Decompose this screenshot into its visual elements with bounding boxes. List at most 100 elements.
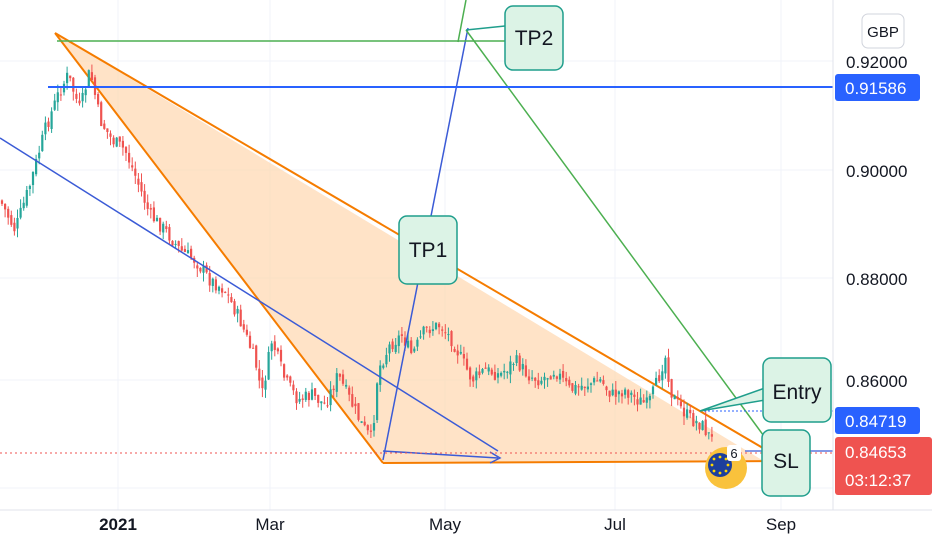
candle-body: [146, 202, 149, 209]
tp1-callout[interactable]: TP1: [398, 215, 458, 285]
x-tick-may: May: [429, 515, 462, 534]
candle-body: [47, 121, 50, 127]
candle-body: [351, 394, 354, 407]
candle-body: [686, 409, 689, 418]
candle-body: [506, 371, 509, 373]
candle-body: [341, 374, 345, 384]
candle-body: [304, 391, 307, 400]
candle-body: [369, 430, 372, 432]
candle-body: [608, 390, 611, 397]
candle-body: [394, 344, 397, 353]
candle-body: [106, 128, 109, 133]
candle-body: [22, 202, 25, 209]
candle-body: [53, 100, 56, 110]
candle-body: [100, 102, 103, 127]
candle-body: [500, 372, 503, 376]
candle-body: [407, 340, 410, 348]
candle-body: [174, 243, 177, 245]
price-axis[interactable]: GBP 0.92000 0.90000 0.88000 0.86000 0.91…: [832, 0, 932, 510]
y-tick-3: 0.86000: [846, 372, 907, 391]
candle-body: [707, 432, 710, 434]
green-upper-line: [457, 0, 467, 43]
tp1-label: TP1: [409, 239, 448, 262]
candle-body: [276, 348, 279, 352]
candle-body: [552, 374, 555, 377]
resistance-price-tag: [835, 74, 920, 101]
candle-body: [531, 377, 534, 379]
candle-body: [580, 385, 583, 390]
x-tick-jul: Jul: [604, 515, 626, 534]
candle-body: [298, 398, 301, 402]
candle-body: [679, 401, 682, 407]
candle-body: [236, 308, 239, 314]
candle-body: [481, 369, 484, 373]
candle-body: [242, 324, 245, 330]
candle-body: [41, 134, 44, 152]
candle-body: [72, 77, 75, 92]
candle-body: [165, 226, 168, 230]
candle-body: [701, 421, 704, 431]
candle-body: [453, 348, 456, 352]
candle-body: [496, 373, 500, 378]
time-axis[interactable]: 2021 Mar May Jul Sep: [0, 509, 932, 534]
candle-body: [233, 301, 236, 315]
candle-body: [128, 152, 131, 163]
candle-body: [162, 223, 165, 233]
candle-body: [326, 405, 329, 407]
candle-body: [689, 409, 692, 414]
candle-body: [565, 377, 568, 382]
candle-body: [149, 208, 152, 210]
x-tick-2021: 2021: [99, 515, 137, 534]
candle-body: [574, 384, 577, 394]
currency-button[interactable]: [861, 13, 905, 49]
candle-body: [372, 422, 376, 431]
entry-callout[interactable]: Entry: [699, 357, 832, 423]
currency-label: GBP: [867, 24, 899, 41]
candle-body: [614, 389, 617, 397]
candlesticks: [0, 64, 713, 442]
candle-body: [410, 340, 413, 353]
candle-body: [214, 279, 217, 291]
candle-body: [571, 383, 574, 391]
candle-body: [317, 394, 320, 403]
candle-body: [400, 334, 403, 336]
candle-body: [283, 364, 286, 378]
candle-body: [248, 335, 252, 348]
candle-body: [558, 373, 562, 380]
sl-callout[interactable]: SL: [761, 429, 811, 497]
candle-body: [469, 367, 472, 380]
candle-body: [543, 376, 546, 381]
candle-body: [279, 349, 283, 362]
candle-body: [25, 189, 28, 206]
candle-body: [7, 208, 10, 218]
candle-body: [267, 351, 270, 380]
candle-body: [137, 178, 140, 185]
candle-body: [438, 323, 441, 328]
triangle-lower-edge: [54, 32, 384, 464]
candle-body: [199, 267, 202, 272]
candle-body: [376, 383, 379, 421]
candle-body: [69, 75, 72, 79]
candle-body: [0, 200, 4, 204]
candle-body: [366, 425, 369, 431]
candle-body: [620, 393, 624, 397]
candle-body: [379, 365, 382, 385]
candle-body: [168, 227, 171, 241]
candle-body: [190, 248, 193, 258]
countdown-text: 03:12:37: [845, 471, 911, 490]
candle-body: [676, 397, 679, 400]
candle-body: [230, 297, 233, 303]
candle-body: [655, 377, 658, 386]
candle-body: [645, 397, 648, 403]
candle-body: [121, 140, 124, 148]
candle-body: [295, 391, 298, 404]
events-badge[interactable]: 6: [705, 445, 747, 489]
tp2-callout[interactable]: TP2: [465, 5, 564, 71]
candle-body: [81, 92, 84, 102]
candle-body: [66, 72, 69, 84]
candle-body: [555, 376, 558, 379]
candle-body: [261, 377, 264, 389]
candle-body: [444, 332, 447, 334]
current-price-tag: [835, 437, 932, 495]
